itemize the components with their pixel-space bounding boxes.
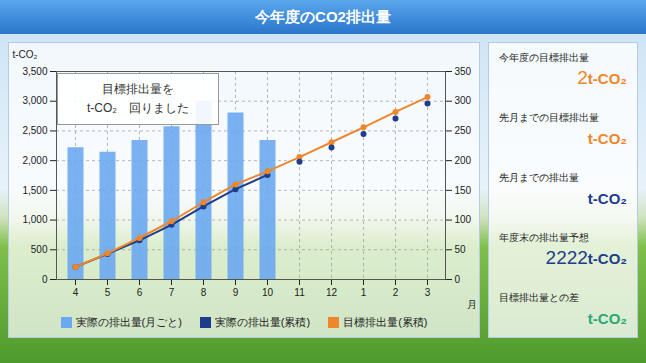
- svg-text:0: 0: [455, 274, 461, 285]
- html-text:実際の排出量(月ごと): 実際の排出量(月ごと): [75, 315, 182, 328]
- svg-text:3,500: 3,500: [22, 66, 47, 77]
- html-text:2t-CO₂: 2t-CO₂: [577, 67, 627, 88]
- html-text:t-CO₂: t-CO₂: [587, 310, 627, 327]
- svg-text:150: 150: [455, 185, 472, 196]
- svg-text:2,000: 2,000: [22, 155, 47, 166]
- html-text:t-CO₂ 回りました: t-CO₂ 回りました: [87, 101, 189, 115]
- svg-text:6: 6: [137, 287, 143, 298]
- svg-text:8: 8: [201, 287, 207, 298]
- html-text:年度末の排出量予想: 年度末の排出量予想: [499, 232, 589, 243]
- html-text:t-CO₂: t-CO₂: [587, 130, 627, 147]
- svg-text:4: 4: [73, 287, 79, 298]
- html-text:今年度のCO2排出量: 今年度のCO2排出量: [255, 7, 391, 25]
- svg-text:200: 200: [455, 155, 472, 166]
- html-text:目標排出量との差: 目標排出量との差: [499, 292, 579, 303]
- svg-text:50: 50: [455, 244, 467, 255]
- html-text:t-CO₂: t-CO₂: [587, 190, 627, 207]
- svg-text:2: 2: [393, 287, 399, 298]
- svg-text:350: 350: [455, 66, 472, 77]
- svg-text:250: 250: [455, 125, 472, 136]
- svg-text:1,000: 1,000: [22, 214, 47, 225]
- html-text:2222t-CO₂: 2222t-CO₂: [545, 247, 627, 268]
- html-text:先月までの目標排出量: 先月までの目標排出量: [499, 112, 599, 123]
- svg-text:100: 100: [455, 214, 472, 225]
- html-text:今年度の目標排出量: 今年度の目標排出量: [499, 52, 589, 63]
- svg-text:0: 0: [42, 274, 48, 285]
- svg-text:300: 300: [455, 95, 472, 106]
- svg-text:2,500: 2,500: [22, 125, 47, 136]
- html-text:実際の排出量(累積): 実際の排出量(累積): [214, 315, 311, 328]
- svg-text:11: 11: [294, 287, 305, 298]
- svg-text:500: 500: [31, 244, 48, 255]
- html-text:目標排出量(累積): 目標排出量(累積): [343, 315, 428, 328]
- svg-text:3,000: 3,000: [22, 95, 47, 106]
- svg-text:9: 9: [233, 287, 239, 298]
- svg-text:1,500: 1,500: [22, 185, 47, 196]
- html-text:先月までの排出量: 先月までの排出量: [499, 172, 579, 183]
- svg-text:10: 10: [262, 287, 274, 298]
- html-text:目標排出量を: 目標排出量を: [102, 82, 174, 96]
- svg-text:7: 7: [169, 287, 175, 298]
- svg-text:5: 5: [105, 287, 111, 298]
- svg-text:月: 月: [467, 299, 477, 310]
- svg-text:t-CO₂: t-CO₂: [13, 49, 38, 60]
- svg-text:1: 1: [361, 287, 367, 298]
- svg-text:12: 12: [326, 287, 338, 298]
- svg-text:3: 3: [425, 287, 431, 298]
